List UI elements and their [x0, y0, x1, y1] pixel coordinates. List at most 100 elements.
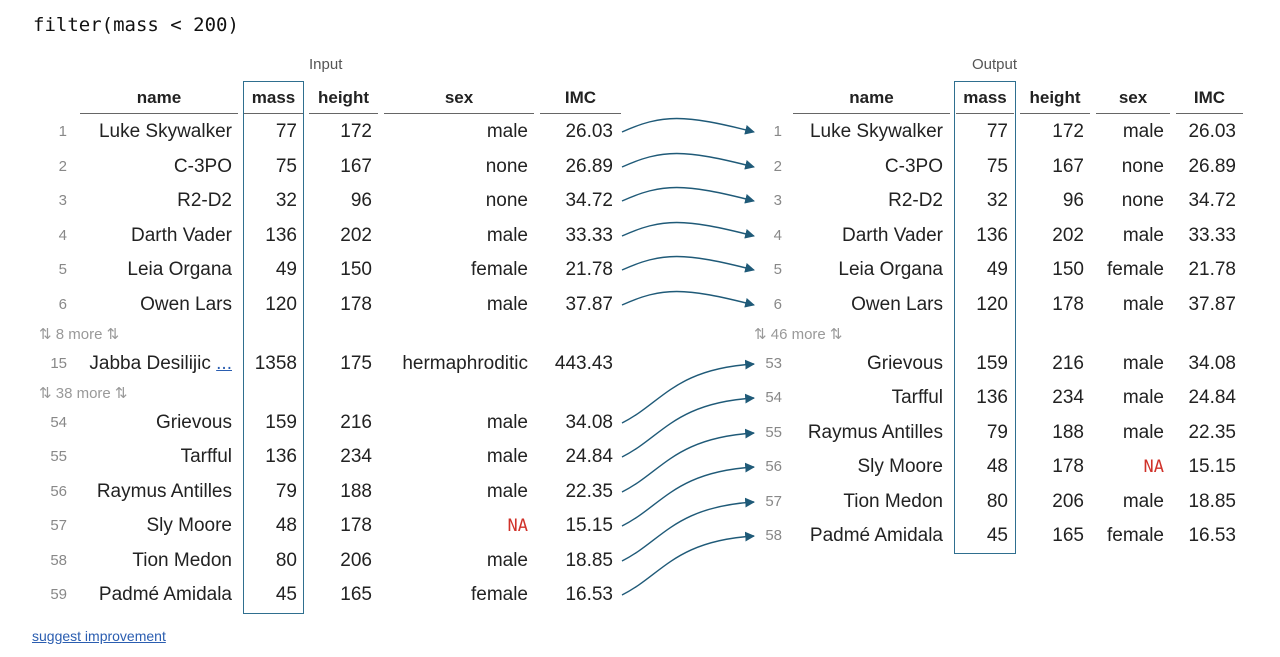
output-cell-imc: 26.89 — [1188, 156, 1236, 177]
input-caption: Input — [309, 56, 343, 73]
suggest-improvement-link[interactable]: suggest improvement — [32, 628, 166, 644]
input-cell-imc: 24.84 — [565, 446, 613, 467]
input-cell-sex: female — [470, 259, 528, 280]
input-cell-imc: 22.35 — [565, 481, 613, 502]
input-cell-height: 188 — [340, 481, 372, 502]
input-cell-imc: 34.08 — [565, 412, 613, 433]
input-row-index: 59 — [50, 586, 67, 603]
output-header-height: height — [1020, 88, 1090, 114]
output-cell-imc: 21.78 — [1188, 259, 1236, 280]
input-cell-sex: male — [486, 481, 528, 502]
output-header-mass: mass — [956, 88, 1014, 114]
input-cell-sex: none — [485, 190, 528, 211]
output-cell-imc: 24.84 — [1188, 387, 1236, 408]
row-arrow — [621, 221, 755, 239]
output-cell-name: Luke Skywalker — [809, 121, 943, 142]
output-row-index: 3 — [773, 192, 782, 209]
output-cell-imc: 22.35 — [1188, 422, 1236, 443]
output-cell-imc: 33.33 — [1188, 225, 1236, 246]
input-cell-mass: 48 — [275, 515, 297, 536]
output-cell-name: C-3PO — [884, 156, 943, 177]
input-header-mass: mass — [244, 88, 303, 114]
row-arrow — [621, 152, 755, 170]
input-cell-height: 96 — [350, 190, 372, 211]
input-cell-name: Darth Vader — [130, 225, 232, 246]
input-cell-sex: male — [486, 121, 528, 142]
output-cell-sex: female — [1106, 259, 1164, 280]
input-cell-imc: 15.15 — [565, 515, 613, 536]
output-cell-sex: male — [1122, 294, 1164, 315]
input-cell-imc: 18.85 — [565, 550, 613, 571]
output-header-name: name — [793, 88, 950, 114]
input-cell-name: Owen Lars — [140, 294, 232, 315]
input-cell-mass: 32 — [275, 190, 297, 211]
output-cell-height: 206 — [1052, 491, 1084, 512]
output-cell-name: Padmé Amidala — [809, 525, 943, 546]
output-row-index: 58 — [765, 527, 782, 544]
input-cell-mass: 120 — [265, 294, 297, 315]
input-cell-name: Raymus Antilles — [96, 481, 232, 502]
input-cell-height: 178 — [340, 294, 372, 315]
input-cell-mass: 79 — [275, 481, 297, 502]
input-name-ellipsis[interactable]: ... — [216, 353, 232, 374]
input-cell-imc: 21.78 — [565, 259, 613, 280]
input-cell-mass: 49 — [275, 259, 297, 280]
input-cell-sex: female — [470, 584, 528, 605]
output-header-imc: IMC — [1176, 88, 1243, 114]
input-cell-height: 234 — [340, 446, 372, 467]
input-cell-height: 206 — [340, 550, 372, 571]
output-row-index: 5 — [773, 261, 782, 278]
input-row-index: 4 — [58, 227, 67, 244]
output-row-index: 56 — [765, 458, 782, 475]
input-cell-name: Jabba Desilijic ... — [60, 347, 232, 381]
output-cell-sex: male — [1122, 387, 1164, 408]
input-cell-height: 165 — [340, 584, 372, 605]
output-cell-name: Leia Organa — [838, 259, 943, 280]
output-cell-sex: male — [1122, 225, 1164, 246]
row-arrow — [621, 393, 755, 458]
row-arrow — [621, 290, 755, 308]
input-cell-height: 216 — [340, 412, 372, 433]
output-cell-imc: 15.15 — [1188, 456, 1236, 477]
input-header-imc: IMC — [540, 88, 621, 114]
output-cell-mass: 48 — [986, 456, 1008, 477]
input-cell-sex: male — [486, 294, 528, 315]
input-header-sex: sex — [384, 88, 534, 114]
output-cell-sex: male — [1122, 121, 1164, 142]
input-row-index: 2 — [58, 158, 67, 175]
row-arrow — [621, 359, 755, 424]
input-cell-sex: male — [486, 412, 528, 433]
output-row-index: 1 — [773, 123, 782, 140]
input-row-index: 58 — [50, 552, 67, 569]
code-expression: filter(mass < 200) — [33, 14, 239, 36]
output-cell-mass: 80 — [986, 491, 1008, 512]
output-cell-imc: 37.87 — [1188, 294, 1236, 315]
output-cell-sex: none — [1121, 190, 1164, 211]
output-cell-imc: 16.53 — [1188, 525, 1236, 546]
output-cell-name: Tarfful — [891, 387, 943, 408]
output-cell-imc: 34.72 — [1188, 190, 1236, 211]
input-cell-imc: 443.43 — [554, 353, 613, 374]
input-cell-sex: male — [486, 446, 528, 467]
input-row-index: 6 — [58, 296, 67, 313]
input-cell-mass: 80 — [275, 550, 297, 571]
output-cell-mass: 159 — [976, 353, 1008, 374]
input-cell-height: 202 — [340, 225, 372, 246]
output-cell-mass: 136 — [976, 225, 1008, 246]
output-cell-imc: 34.08 — [1188, 353, 1236, 374]
input-cell-sex: none — [485, 156, 528, 177]
input-cell-name: Grievous — [155, 412, 232, 433]
output-cell-sex: NA — [1076, 450, 1164, 484]
output-cell-height: 216 — [1052, 353, 1084, 374]
input-cell-mass: 77 — [275, 121, 297, 142]
output-cell-name: Darth Vader — [841, 225, 943, 246]
output-cell-sex: female — [1106, 525, 1164, 546]
input-row-index: 1 — [58, 123, 67, 140]
input-cell-height: 172 — [340, 121, 372, 142]
output-cell-height: 178 — [1052, 294, 1084, 315]
output-cell-height: 165 — [1052, 525, 1084, 546]
output-row-index: 54 — [765, 389, 782, 406]
output-row-index: 53 — [765, 355, 782, 372]
output-cell-name: Tion Medon — [843, 491, 943, 512]
